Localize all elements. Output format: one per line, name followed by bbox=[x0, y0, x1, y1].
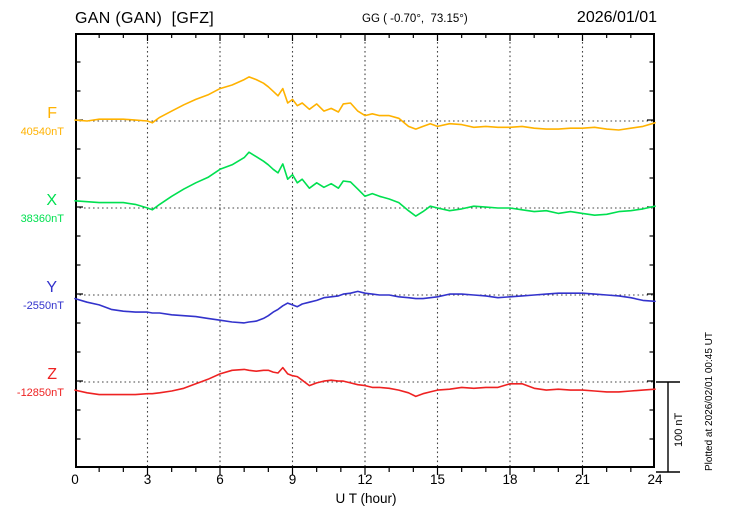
series-label-block-X: X 38360nT bbox=[0, 193, 64, 225]
plot-date: 2026/01/01 bbox=[576, 9, 657, 26]
series-letter-Y: Y bbox=[46, 279, 57, 296]
x-tick-label-24: 24 bbox=[647, 472, 663, 487]
x-tick-label-12: 12 bbox=[357, 472, 373, 487]
plotted-timestamp-note: Plotted at 2026/02/01 00:45 UT bbox=[704, 332, 715, 471]
series-label-block-F: F 40540nT bbox=[0, 106, 64, 138]
x-tick-label-3: 3 bbox=[143, 472, 152, 487]
series-letter-F: F bbox=[47, 105, 57, 122]
x-tick-label-21: 21 bbox=[574, 472, 591, 487]
trace-Y bbox=[74, 290, 656, 324]
x-tick-label-0: 0 bbox=[71, 472, 79, 487]
series-letter-X: X bbox=[46, 192, 57, 209]
series-label-block-Z: Z -12850nT bbox=[0, 367, 64, 399]
x-tick-label-18: 18 bbox=[502, 472, 518, 487]
x-tick-label-9: 9 bbox=[288, 472, 297, 487]
series-label-block-Y: Y -2550nT bbox=[0, 280, 64, 312]
series-letter-Z: Z bbox=[47, 366, 57, 383]
station-title: GAN (GAN) [GFZ] bbox=[75, 10, 215, 27]
series-base-value-X: 38360nT bbox=[20, 213, 64, 225]
x-tick-label-6: 6 bbox=[216, 472, 224, 487]
series-base-value-Z: -12850nT bbox=[16, 387, 64, 399]
x-axis-title: U T (hour) bbox=[335, 491, 397, 506]
trace-F bbox=[74, 76, 656, 131]
series-base-value-F: 40540nT bbox=[20, 126, 64, 138]
series-base-value-Y: -2550nT bbox=[23, 300, 64, 312]
x-tick-label-15: 15 bbox=[429, 472, 446, 487]
trace-X bbox=[74, 151, 656, 217]
scale-bar-label: 100 nT bbox=[673, 412, 685, 447]
geographic-coordinates: GG ( -0.70°, 73.15°) bbox=[362, 13, 468, 25]
trace-Z bbox=[74, 366, 656, 398]
